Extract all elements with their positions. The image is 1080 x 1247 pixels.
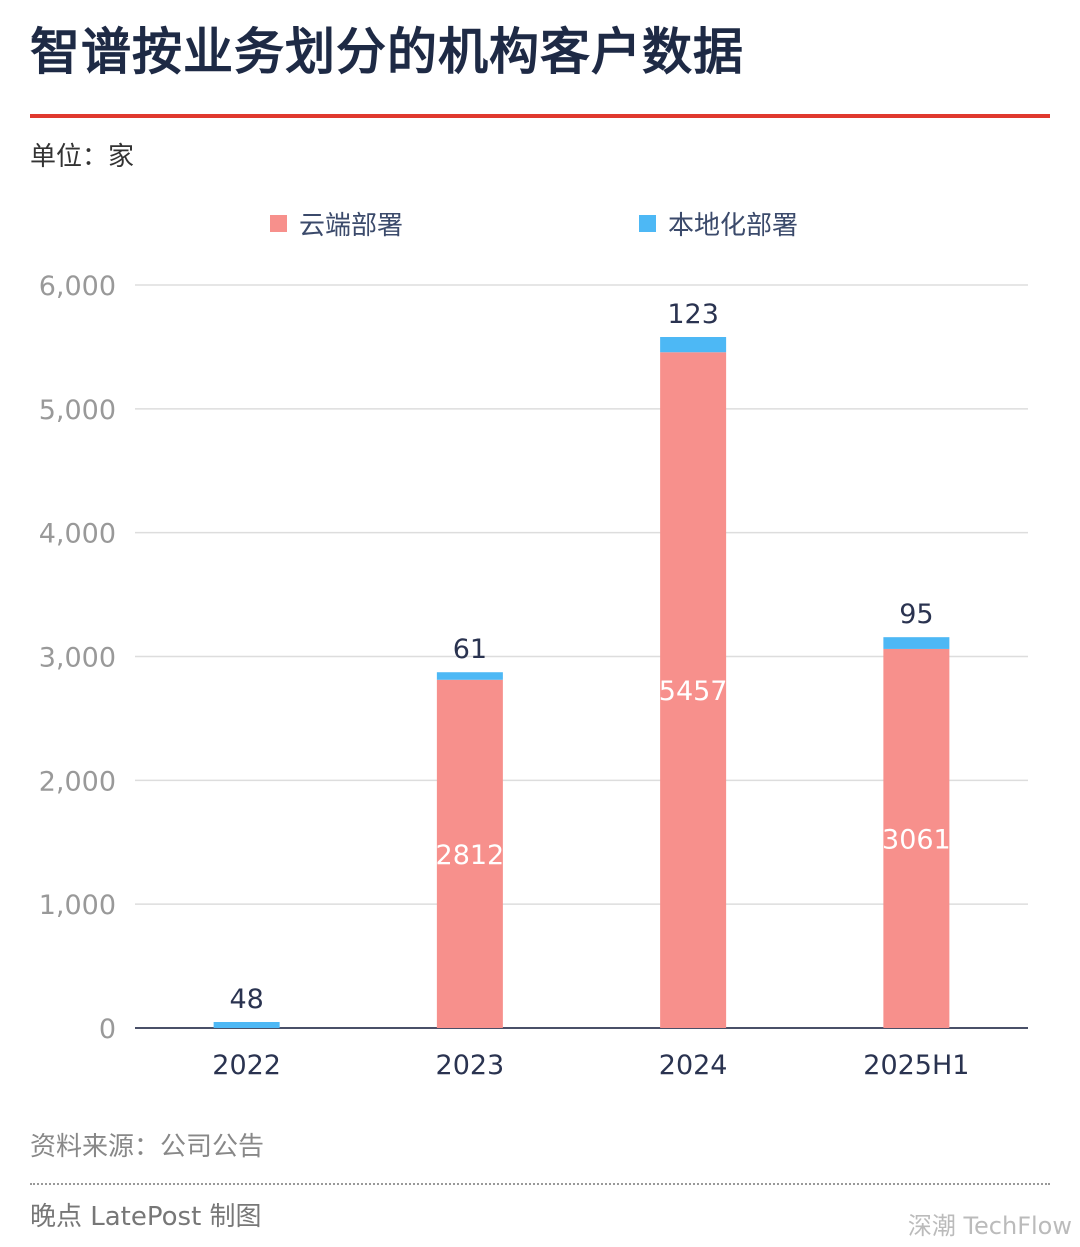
x-tick-label: 2024 — [659, 1050, 728, 1081]
y-tick-label: 4,000 — [39, 519, 116, 550]
bar-local — [436, 672, 503, 680]
bar-cloud — [883, 648, 950, 1028]
y-tick-label: 0 — [99, 1014, 116, 1045]
bar-local — [660, 337, 727, 353]
x-tick-label: 2022 — [212, 1050, 281, 1081]
legend-item-cloud: 云端部署 — [270, 205, 403, 242]
data-label-cloud: 5457 — [659, 676, 728, 707]
credit-note: 晚点 LatePost 制图 — [30, 1202, 262, 1232]
data-label-cloud: 2812 — [436, 840, 505, 871]
bar-local — [883, 637, 950, 649]
legend-label: 本地化部署 — [668, 211, 799, 241]
watermark: 深潮 TechFlow — [907, 1212, 1072, 1240]
legend-label: 云端部署 — [299, 211, 404, 241]
data-label-local: 48 — [229, 984, 263, 1015]
chart-title: 智谱按业务划分的机构客户数据 — [30, 23, 744, 81]
bar-local — [213, 1022, 280, 1028]
data-label-local: 95 — [899, 599, 933, 630]
legend-swatch-local — [639, 215, 656, 232]
bar-cloud — [436, 679, 503, 1028]
legend-item-local: 本地化部署 — [639, 205, 798, 242]
y-tick-label: 3,000 — [39, 643, 116, 674]
data-label-cloud: 3061 — [882, 824, 951, 855]
x-tick-label: 2023 — [436, 1050, 505, 1081]
data-label-local: 123 — [667, 299, 719, 330]
footer-divider — [30, 1183, 1050, 1185]
data-label-local: 61 — [453, 634, 487, 665]
bar-cloud — [660, 352, 727, 1029]
y-tick-label: 6,000 — [39, 271, 116, 302]
legend-swatch-cloud — [270, 215, 287, 232]
title-divider — [30, 114, 1050, 118]
source-note: 资料来源：公司公告 — [30, 1132, 265, 1162]
x-tick-label: 2025H1 — [863, 1050, 969, 1081]
y-tick-label: 1,000 — [39, 890, 116, 921]
y-tick-label: 2,000 — [39, 766, 116, 797]
y-tick-label: 5,000 — [39, 395, 116, 426]
unit-label: 单位：家 — [30, 142, 135, 172]
